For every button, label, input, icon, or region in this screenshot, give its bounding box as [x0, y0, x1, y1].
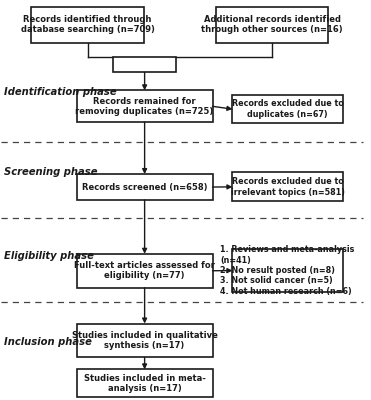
FancyBboxPatch shape [77, 254, 213, 288]
FancyBboxPatch shape [77, 90, 213, 122]
Text: Additional records identified
through other sources (n=16): Additional records identified through ot… [201, 15, 343, 34]
FancyBboxPatch shape [77, 370, 213, 397]
Text: Eligibility phase: Eligibility phase [4, 251, 94, 261]
FancyBboxPatch shape [113, 56, 176, 72]
Text: 1. Reviews and meta-analysis
(n=41)
2. No result posted (n=8)
3. Not solid cance: 1. Reviews and meta-analysis (n=41) 2. N… [220, 245, 355, 296]
Text: Inclusion phase: Inclusion phase [4, 336, 92, 346]
FancyBboxPatch shape [77, 324, 213, 358]
Text: Screening phase: Screening phase [4, 167, 98, 177]
Text: Studies included in meta-
analysis (n=17): Studies included in meta- analysis (n=17… [84, 374, 206, 393]
Text: Records screened (n=658): Records screened (n=658) [82, 182, 207, 192]
Text: Records remained for
removing duplicates (n=725): Records remained for removing duplicates… [75, 97, 214, 116]
FancyBboxPatch shape [232, 249, 343, 292]
FancyBboxPatch shape [232, 95, 343, 123]
FancyBboxPatch shape [216, 7, 328, 42]
Text: Records excluded due to
duplicates (n=67): Records excluded due to duplicates (n=67… [232, 100, 344, 119]
Text: Identification phase: Identification phase [4, 87, 117, 97]
FancyBboxPatch shape [77, 174, 213, 200]
Text: Records excluded due to
irrelevant topics (n=581): Records excluded due to irrelevant topic… [231, 177, 345, 196]
FancyBboxPatch shape [32, 7, 144, 42]
Text: Studies included in qualitative
synthesis (n=17): Studies included in qualitative synthesi… [72, 331, 217, 350]
Text: Full-text articles assessed for
eligibility (n=77): Full-text articles assessed for eligibil… [74, 261, 215, 280]
FancyBboxPatch shape [232, 172, 343, 201]
Text: Records identified through
database searching (n=709): Records identified through database sear… [21, 15, 155, 34]
